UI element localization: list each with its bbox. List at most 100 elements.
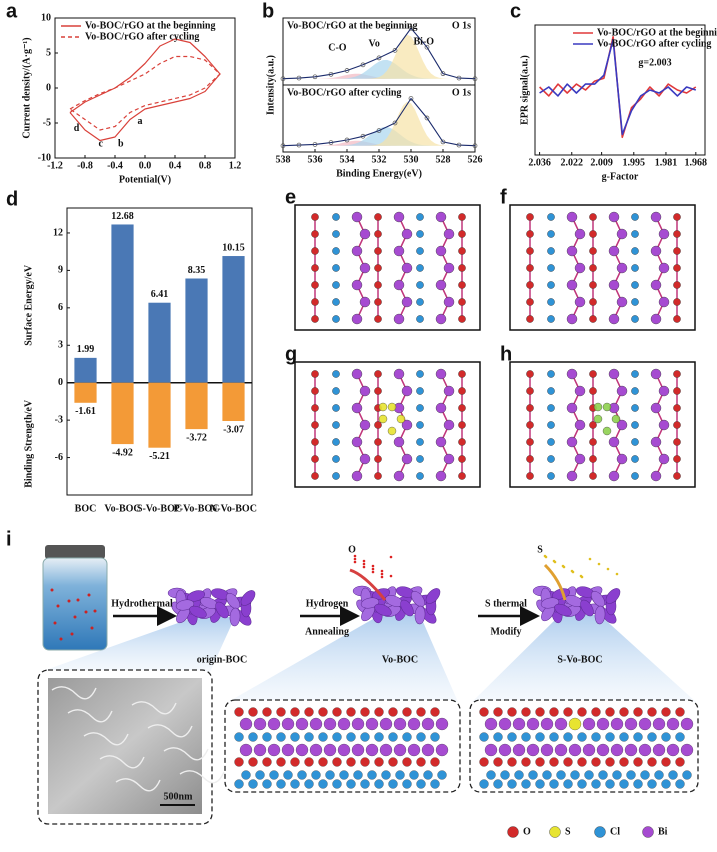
- atom: [591, 757, 601, 767]
- y-tick-label: 6: [58, 302, 63, 313]
- atom: [493, 779, 503, 789]
- atom: [458, 281, 466, 289]
- atom: [281, 717, 295, 731]
- series-line: [539, 39, 697, 136]
- atom: [458, 230, 466, 238]
- atom: [547, 455, 555, 463]
- data-point: [392, 47, 398, 53]
- atom: [281, 743, 295, 757]
- data-point: [440, 71, 446, 77]
- atom: [351, 402, 363, 414]
- atom: [332, 732, 342, 742]
- sem-ridge: [67, 709, 113, 723]
- particle: [67, 599, 71, 603]
- atom: [304, 757, 314, 767]
- atom: [401, 296, 413, 308]
- particle: [84, 610, 88, 614]
- x-tick-label: 2.009: [590, 157, 613, 168]
- y-tick-label: -10: [38, 152, 51, 163]
- atom: [507, 732, 517, 742]
- legend-swatch: [549, 826, 561, 838]
- atom: [650, 436, 662, 448]
- atom: [332, 370, 340, 378]
- atom: [631, 370, 639, 378]
- atom: [360, 779, 370, 789]
- nanosheet: [594, 605, 606, 625]
- atom: [566, 245, 578, 257]
- atom: [416, 387, 424, 395]
- atom: [416, 472, 424, 480]
- atom: [549, 779, 559, 789]
- series-line: [69, 55, 221, 131]
- atom: [540, 717, 554, 731]
- fit-component: [299, 126, 459, 146]
- atom: [323, 743, 337, 757]
- atom: [652, 717, 666, 731]
- atom: [458, 264, 466, 272]
- legend-label: Vo-BOC/rGO after cycling: [597, 38, 711, 49]
- atom: [526, 421, 534, 429]
- atom: [458, 387, 466, 395]
- atom: [654, 770, 664, 780]
- atom: [616, 262, 628, 274]
- atom: [547, 387, 555, 395]
- atom: [624, 743, 638, 757]
- atom: [479, 757, 489, 767]
- atom: [276, 707, 286, 717]
- atom: [346, 757, 356, 767]
- atom: [332, 298, 340, 306]
- atom: [521, 707, 531, 717]
- atom: [443, 419, 455, 431]
- atom: [596, 743, 610, 757]
- atom: [332, 438, 340, 446]
- atom: [458, 370, 466, 378]
- y-tick-label: -5: [43, 117, 51, 128]
- data-point: [376, 128, 382, 133]
- legend-swatch: [594, 826, 606, 838]
- value-label: -3.72: [186, 432, 207, 443]
- value-label: -1.61: [75, 406, 96, 417]
- annotation: g=2.003: [638, 58, 671, 69]
- atom: [332, 315, 340, 323]
- y-axis-label: Current density/(A·g⁻¹): [21, 37, 32, 138]
- series-line: [69, 38, 221, 142]
- atom: [346, 707, 356, 717]
- atom: [526, 315, 534, 323]
- atom: [526, 387, 534, 395]
- atom: [542, 770, 552, 780]
- atom: [359, 228, 371, 240]
- atom: [658, 453, 670, 465]
- atom: [458, 421, 466, 429]
- nanosheet: [189, 605, 207, 619]
- panel-label: a: [6, 0, 18, 22]
- atom: [673, 472, 681, 480]
- data-point: [280, 143, 286, 149]
- atom: [526, 281, 534, 289]
- released-atom: [353, 554, 357, 558]
- atom: [526, 455, 534, 463]
- x-tick-label: Vo-BOC: [104, 503, 140, 514]
- panel-label: g: [285, 343, 297, 365]
- x-tick-label: 0.4: [169, 160, 182, 171]
- legend-label: Bi: [658, 826, 668, 837]
- atom: [255, 770, 265, 780]
- data-point: [456, 75, 462, 81]
- panel-label: i: [6, 528, 12, 550]
- dopant-atom: [593, 402, 603, 412]
- atom: [311, 213, 319, 221]
- dopant-atom: [602, 426, 612, 436]
- atom: [241, 770, 251, 780]
- atom: [416, 247, 424, 255]
- atom: [608, 368, 620, 380]
- atom: [267, 717, 281, 731]
- released-atom: [371, 570, 375, 574]
- atom: [458, 455, 466, 463]
- atom: [276, 757, 286, 767]
- atom: [395, 770, 405, 780]
- atom: [311, 247, 319, 255]
- atom: [360, 757, 370, 767]
- flow-arrow: [349, 568, 387, 601]
- atom: [360, 732, 370, 742]
- atom: [619, 732, 629, 742]
- atom: [680, 717, 694, 731]
